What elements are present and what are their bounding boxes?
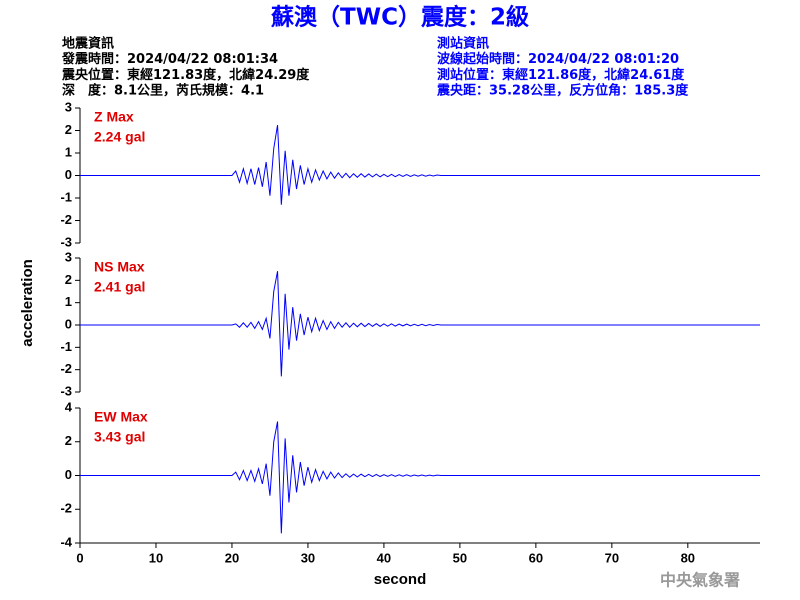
y-tick-label: -1 (60, 189, 72, 204)
y-tick-label: 0 (65, 167, 72, 182)
y-tick-label: -3 (60, 234, 72, 249)
waveform (80, 271, 760, 377)
waveform (80, 125, 760, 205)
y-tick-label: 0 (65, 467, 72, 482)
x-tick-label: 80 (681, 550, 695, 565)
x-tick-label: 10 (149, 550, 163, 565)
y-tick-label: 4 (65, 399, 73, 414)
header-right: 測站資訊 (437, 36, 489, 52)
y-tick-label: 1 (65, 294, 72, 309)
y-tick-label: 3 (65, 99, 72, 114)
panel-label: Z Max (94, 109, 134, 125)
y-tick-label: 2 (65, 122, 72, 137)
header-right: 測站位置：東經121.86度，北緯24.61度 (437, 67, 685, 83)
x-tick-label: 60 (529, 550, 543, 565)
y-tick-label: 1 (65, 144, 72, 159)
header-left: 深 度：8.1公里，芮氏規模：4.1 (62, 83, 264, 99)
header-left: 發震時間：2024/04/22 08:01:34 (61, 51, 278, 67)
x-tick-label: 70 (605, 550, 619, 565)
panel-max: 2.41 gal (94, 279, 145, 295)
y-tick-label: -3 (60, 383, 72, 398)
x-axis-label: second (374, 571, 427, 588)
y-tick-label: -2 (60, 501, 72, 516)
y-tick-label: -2 (60, 212, 72, 227)
y-axis-label: acceleration (19, 259, 36, 347)
x-tick-label: 20 (225, 550, 239, 565)
panel-max: 3.43 gal (94, 429, 145, 445)
panel-label: EW Max (94, 409, 148, 425)
y-tick-label: -1 (60, 339, 72, 354)
y-tick-label: 2 (65, 272, 72, 287)
y-tick-label: -4 (60, 534, 72, 549)
title: 蘇澳（TWC）震度：2級 (270, 4, 529, 31)
y-tick-label: 3 (65, 249, 72, 264)
panel-label: NS Max (94, 259, 145, 275)
footer: 中央氣象署 (660, 571, 740, 590)
header-left: 震央位置：東經121.83度，北緯24.29度 (61, 67, 310, 83)
panel-max: 2.24 gal (94, 129, 145, 145)
y-tick-label: -2 (60, 361, 72, 376)
x-tick-label: 0 (76, 550, 83, 565)
y-tick-label: 2 (65, 433, 72, 448)
x-tick-label: 50 (453, 550, 467, 565)
header-left: 地震資訊 (62, 36, 114, 52)
y-tick-label: 0 (65, 316, 72, 331)
x-tick-label: 30 (301, 550, 315, 565)
header-right: 波線起始時間：2024/04/22 08:01:20 (437, 51, 679, 67)
x-tick-label: 40 (377, 550, 391, 565)
waveform (80, 421, 760, 534)
header-right: 震央距：35.28公里，反方位角：185.3度 (436, 83, 689, 99)
